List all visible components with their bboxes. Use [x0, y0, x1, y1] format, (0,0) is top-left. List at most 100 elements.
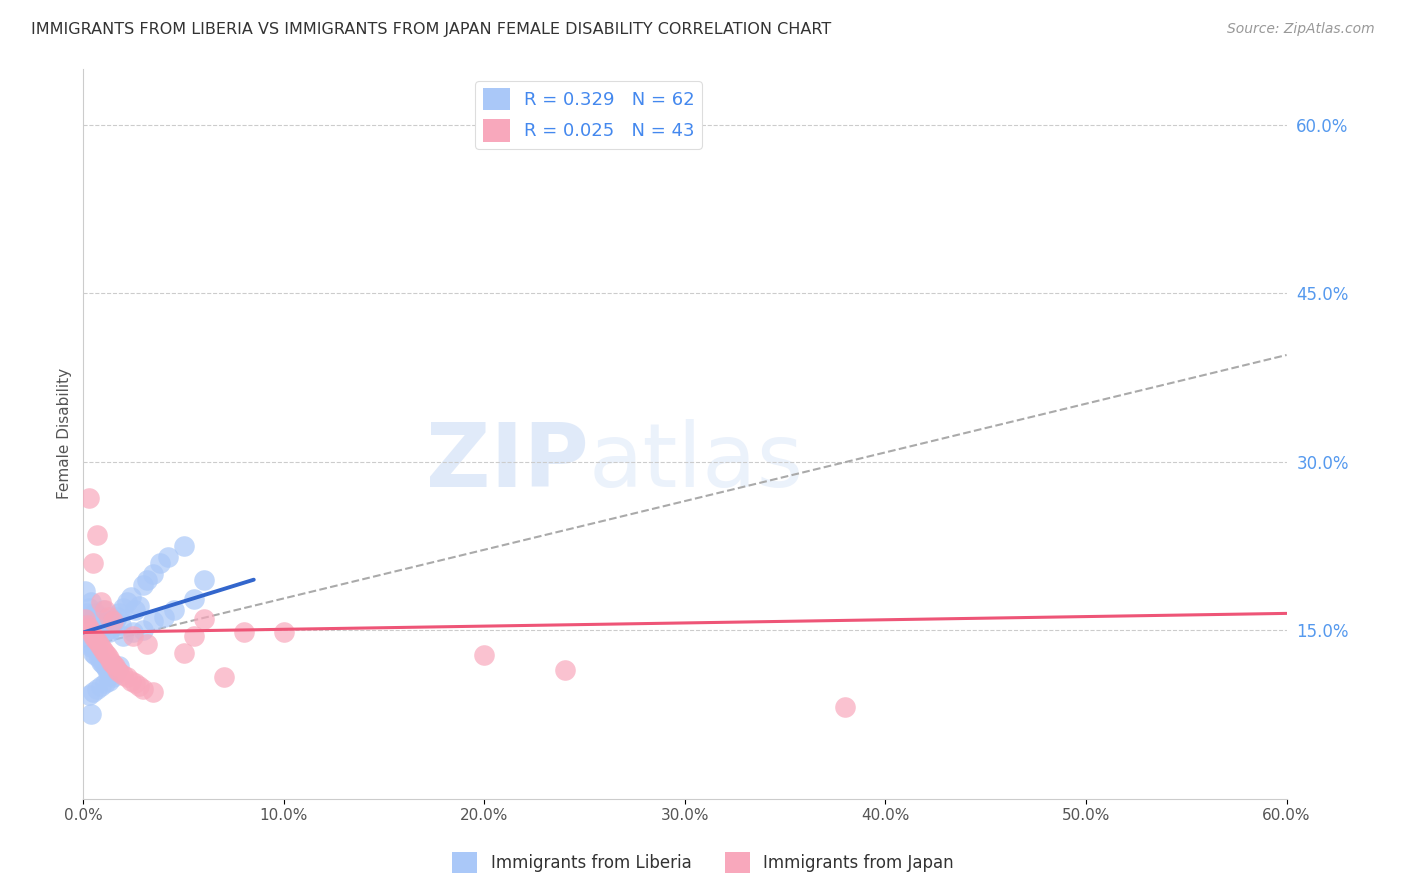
- Point: [273, 625, 295, 640]
- Point: [152, 609, 174, 624]
- Y-axis label: Female Disability: Female Disability: [58, 368, 72, 500]
- Point: [94, 659, 117, 673]
- Point: [142, 567, 165, 582]
- Point: [112, 600, 135, 615]
- Point: [84, 648, 107, 662]
- Point: [82, 629, 104, 643]
- Point: [104, 665, 127, 679]
- Point: [124, 676, 146, 690]
- Point: [103, 670, 125, 684]
- Point: [104, 614, 127, 628]
- Point: [89, 637, 111, 651]
- Point: [834, 699, 856, 714]
- Text: Source: ZipAtlas.com: Source: ZipAtlas.com: [1227, 22, 1375, 37]
- Point: [212, 670, 235, 684]
- Point: [82, 685, 104, 699]
- Point: [98, 665, 121, 680]
- Point: [75, 583, 97, 598]
- Point: [82, 556, 104, 570]
- Point: [86, 617, 108, 632]
- Point: [94, 603, 117, 617]
- Point: [136, 573, 159, 587]
- Point: [90, 655, 112, 669]
- Point: [93, 643, 115, 657]
- Point: [98, 625, 121, 640]
- Point: [80, 625, 103, 640]
- Point: [89, 651, 111, 665]
- Point: [117, 595, 139, 609]
- Point: [79, 600, 101, 615]
- Point: [117, 670, 139, 684]
- Point: [98, 651, 121, 665]
- Point: [93, 603, 115, 617]
- Point: [124, 603, 146, 617]
- Point: [193, 612, 215, 626]
- Point: [100, 655, 122, 669]
- Point: [79, 637, 101, 651]
- Point: [136, 637, 159, 651]
- Point: [86, 643, 108, 657]
- Legend: R = 0.329   N = 62, R = 0.025   N = 43: R = 0.329 N = 62, R = 0.025 N = 43: [475, 81, 702, 149]
- Point: [474, 648, 496, 662]
- Point: [94, 617, 117, 632]
- Point: [112, 629, 135, 643]
- Point: [108, 659, 131, 673]
- Point: [156, 550, 179, 565]
- Point: [76, 607, 98, 621]
- Point: [105, 663, 128, 677]
- Point: [96, 663, 118, 677]
- Point: [96, 648, 118, 662]
- Point: [98, 609, 121, 624]
- Point: [76, 617, 98, 632]
- Point: [79, 621, 101, 635]
- Point: [84, 607, 107, 621]
- Point: [112, 668, 135, 682]
- Point: [82, 612, 104, 626]
- Point: [105, 609, 128, 624]
- Point: [80, 640, 103, 654]
- Point: [128, 599, 150, 613]
- Point: [105, 663, 128, 677]
- Point: [100, 621, 122, 635]
- Text: IMMIGRANTS FROM LIBERIA VS IMMIGRANTS FROM JAPAN FEMALE DISABILITY CORRELATION C: IMMIGRANTS FROM LIBERIA VS IMMIGRANTS FR…: [31, 22, 831, 37]
- Point: [183, 591, 205, 606]
- Point: [120, 590, 142, 604]
- Point: [98, 673, 121, 688]
- Point: [89, 614, 111, 628]
- Legend: Immigrants from Liberia, Immigrants from Japan: Immigrants from Liberia, Immigrants from…: [446, 846, 960, 880]
- Point: [142, 614, 165, 628]
- Point: [183, 629, 205, 643]
- Point: [122, 625, 145, 640]
- Point: [128, 680, 150, 694]
- Point: [104, 659, 127, 673]
- Point: [132, 578, 155, 592]
- Point: [79, 491, 101, 505]
- Point: [75, 612, 97, 626]
- Point: [142, 685, 165, 699]
- Point: [80, 707, 103, 722]
- Point: [90, 680, 112, 694]
- Point: [110, 617, 132, 632]
- Point: [90, 609, 112, 624]
- Point: [96, 624, 118, 638]
- Point: [132, 681, 155, 696]
- Text: atlas: atlas: [589, 419, 804, 507]
- Point: [100, 668, 122, 682]
- Point: [90, 640, 112, 654]
- Point: [193, 573, 215, 587]
- Point: [120, 673, 142, 688]
- Point: [162, 603, 184, 617]
- Point: [86, 527, 108, 541]
- Point: [173, 539, 195, 553]
- Point: [122, 629, 145, 643]
- Point: [148, 556, 170, 570]
- Point: [108, 665, 131, 679]
- Point: [94, 646, 117, 660]
- Point: [103, 657, 125, 671]
- Point: [86, 681, 108, 696]
- Point: [103, 612, 125, 626]
- Point: [173, 646, 195, 660]
- Point: [108, 607, 131, 621]
- Point: [232, 625, 254, 640]
- Point: [90, 595, 112, 609]
